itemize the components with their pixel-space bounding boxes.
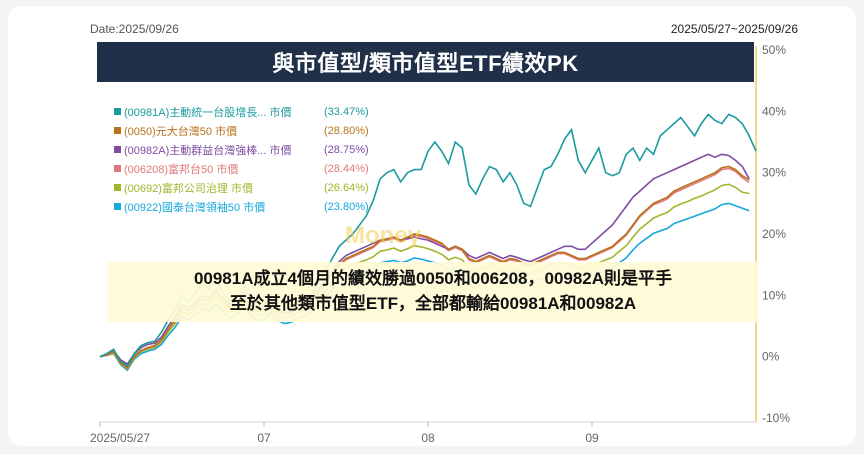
legend-item: (006208)富邦台50 市價 (28.44%) (114, 159, 414, 178)
legend-series-return: (26.64%) (324, 181, 369, 194)
date-label: Date:2025/09/26 (90, 22, 179, 36)
legend-item: (00922)國泰台灣領袖50 市價 (23.80%) (114, 197, 414, 216)
y-tick-label: 10% (762, 288, 786, 302)
legend-item: (0050)元大台灣50 市價 (28.80%) (114, 121, 414, 140)
caption-line-2: 至於其他類市值型ETF，全部都輸給00981A和00982A (229, 294, 637, 313)
y-tick-label: 20% (762, 227, 786, 241)
legend-series-name: (00982A)主動群益台灣強棒... 市價 (124, 144, 292, 157)
y-tick-layer: 50% 40% 30% 20% 10% 0% -10% (762, 43, 790, 425)
x-tick-layer: 2025/05/27 07 08 09 (90, 422, 599, 445)
legend-item: (00981A)主動統一台股增長... 市價 (33.47%) (114, 102, 414, 121)
legend-swatch (114, 184, 121, 191)
legend-series-return: (28.44%) (324, 162, 369, 175)
legend-swatch (114, 203, 121, 210)
legend-swatch (114, 108, 121, 115)
y-tick-label: 50% (762, 43, 786, 57)
legend-series-name: (00922)國泰台灣領袖50 市價 (124, 201, 266, 214)
legend-swatch (114, 165, 121, 172)
x-tick-label: 2025/05/27 (90, 431, 150, 445)
y-tick-label: -10% (762, 411, 790, 425)
legend-item: (00692)富邦公司治理 市價 (26.64%) (114, 178, 414, 197)
legend-series-name: (0050)元大台灣50 市價 (124, 125, 238, 138)
watermark-logo: Money (345, 222, 422, 249)
x-tick-label: 08 (421, 431, 435, 445)
legend-item: (00982A)主動群益台灣強棒... 市價 (28.75%) (114, 140, 414, 159)
legend-series-return: (28.80%) (324, 124, 369, 137)
legend-swatch (114, 146, 121, 153)
legend-series-name: (006208)富邦台50 市價 (124, 163, 239, 176)
legend-swatch (114, 127, 121, 134)
y-tick-label: 40% (762, 104, 786, 118)
legend-series-return: (28.75%) (324, 143, 369, 156)
x-tick-label: 07 (257, 431, 271, 445)
plot-area (100, 88, 756, 422)
legend-series-name: (00981A)主動統一台股增長... 市價 (124, 106, 292, 119)
legend-series-return: (33.47%) (324, 105, 369, 118)
legend-series-name: (00692)富邦公司治理 市價 (124, 182, 253, 195)
chart-title: 與市值型/類市值型ETF績效PK (97, 42, 754, 82)
x-tick-label: 09 (585, 431, 599, 445)
legend: (00981A)主動統一台股增長... 市價 (33.47%) (0050)元大台灣… (114, 102, 414, 216)
y-tick-label: 30% (762, 166, 786, 180)
y-tick-label: 0% (762, 350, 780, 364)
caption-line-1: 00981A成立4個月的績效勝過0050和006208，00982A則是平手 (193, 269, 673, 288)
date-range-label: 2025/05/27~2025/09/26 (670, 22, 798, 36)
caption-box: 00981A成立4個月的績效勝過0050和006208，00982A則是平手 至… (108, 262, 758, 322)
legend-series-return: (23.80%) (324, 200, 369, 213)
